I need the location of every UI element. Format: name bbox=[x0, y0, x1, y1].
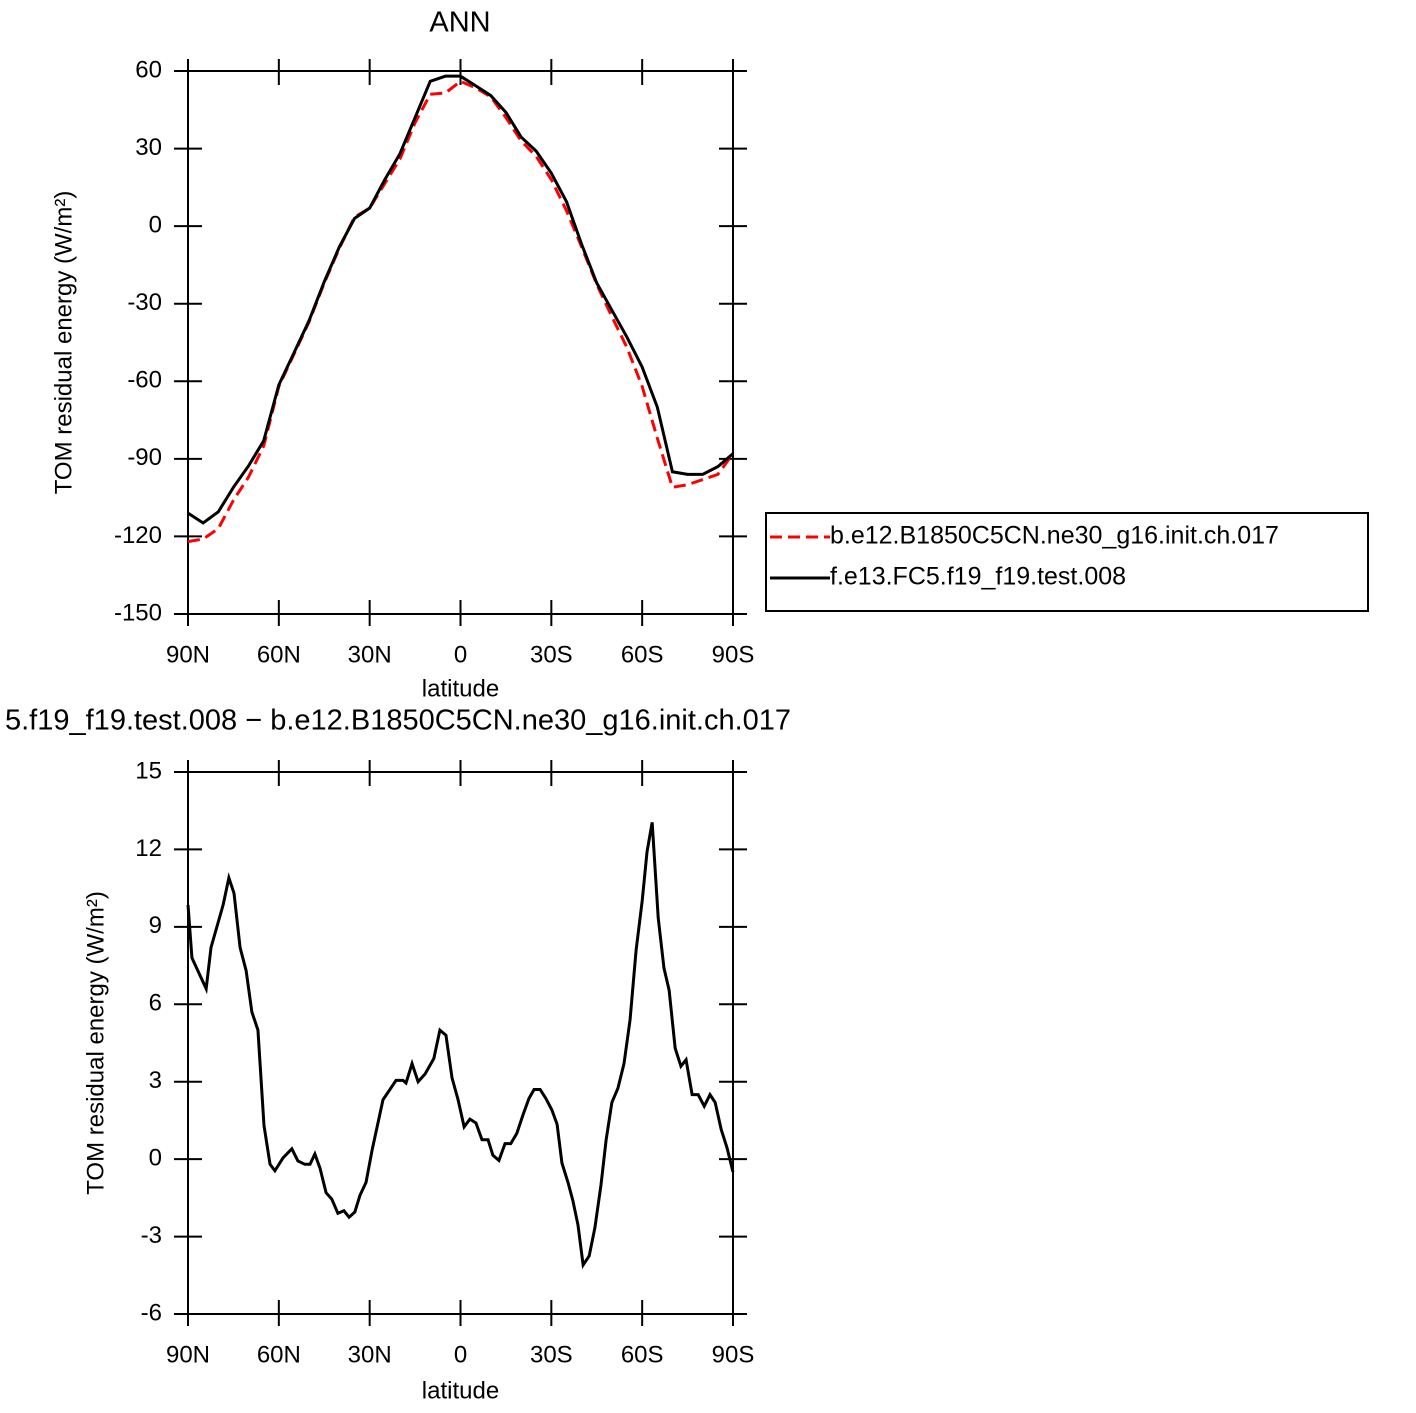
y-tick-label: 3 bbox=[149, 1067, 162, 1094]
y-tick-label: 15 bbox=[135, 757, 162, 784]
x-axis-label: latitude bbox=[422, 675, 499, 702]
y-tick-label: -30 bbox=[127, 289, 162, 316]
x-tick-label: 90N bbox=[166, 1341, 210, 1368]
x-tick-label: 60N bbox=[257, 1341, 301, 1368]
data-line bbox=[187, 74, 734, 525]
legend-box bbox=[765, 512, 1369, 612]
data-line bbox=[187, 79, 735, 544]
y-tick-label: 0 bbox=[149, 1144, 162, 1171]
chart-title: ANN bbox=[429, 7, 490, 39]
y-tick-label: 6 bbox=[149, 990, 162, 1017]
data-line bbox=[186, 822, 735, 1270]
x-tick-label: 60S bbox=[621, 1341, 664, 1368]
x-tick-label: 90N bbox=[166, 641, 210, 668]
y-tick-label: 12 bbox=[135, 835, 162, 862]
y-axis-label: TOM residual energy (W/m²) bbox=[50, 191, 77, 495]
y-tick-label: -3 bbox=[141, 1222, 162, 1249]
chart-title: 5.f19_f19.test.008 − b.e12.B1850C5CN.ne3… bbox=[5, 705, 791, 737]
legend-label: f.e13.FC5.f19_f19.test.008 bbox=[830, 563, 1126, 591]
x-tick-label: 60N bbox=[257, 641, 301, 668]
legend-label: b.e12.B1850C5CN.ne30_g16.init.ch.017 bbox=[830, 522, 1279, 550]
y-tick-label: 30 bbox=[135, 134, 162, 161]
y-tick-label: -150 bbox=[114, 599, 162, 626]
x-tick-label: 0 bbox=[454, 641, 467, 668]
y-tick-label: 60 bbox=[135, 56, 162, 83]
x-tick-label: 30S bbox=[530, 641, 573, 668]
x-tick-label: 90S bbox=[712, 1341, 755, 1368]
plot-frame bbox=[187, 771, 734, 1315]
y-tick-label: 0 bbox=[149, 211, 162, 238]
x-tick-label: 60S bbox=[621, 641, 664, 668]
x-axis-label: latitude bbox=[422, 1377, 499, 1404]
y-tick-label: -6 bbox=[141, 1299, 162, 1326]
y-tick-label: -90 bbox=[127, 444, 162, 471]
y-tick-label: 9 bbox=[149, 912, 162, 939]
x-tick-label: 30N bbox=[348, 641, 392, 668]
x-tick-label: 30S bbox=[530, 1341, 573, 1368]
x-tick-label: 90S bbox=[712, 641, 755, 668]
x-tick-label: 0 bbox=[454, 1341, 467, 1368]
y-tick-label: -60 bbox=[127, 367, 162, 394]
x-tick-label: 30N bbox=[348, 1341, 392, 1368]
y-axis-label: TOM residual energy (W/m²) bbox=[82, 891, 109, 1195]
plot-frame bbox=[187, 70, 734, 615]
y-tick-label: -120 bbox=[114, 522, 162, 549]
